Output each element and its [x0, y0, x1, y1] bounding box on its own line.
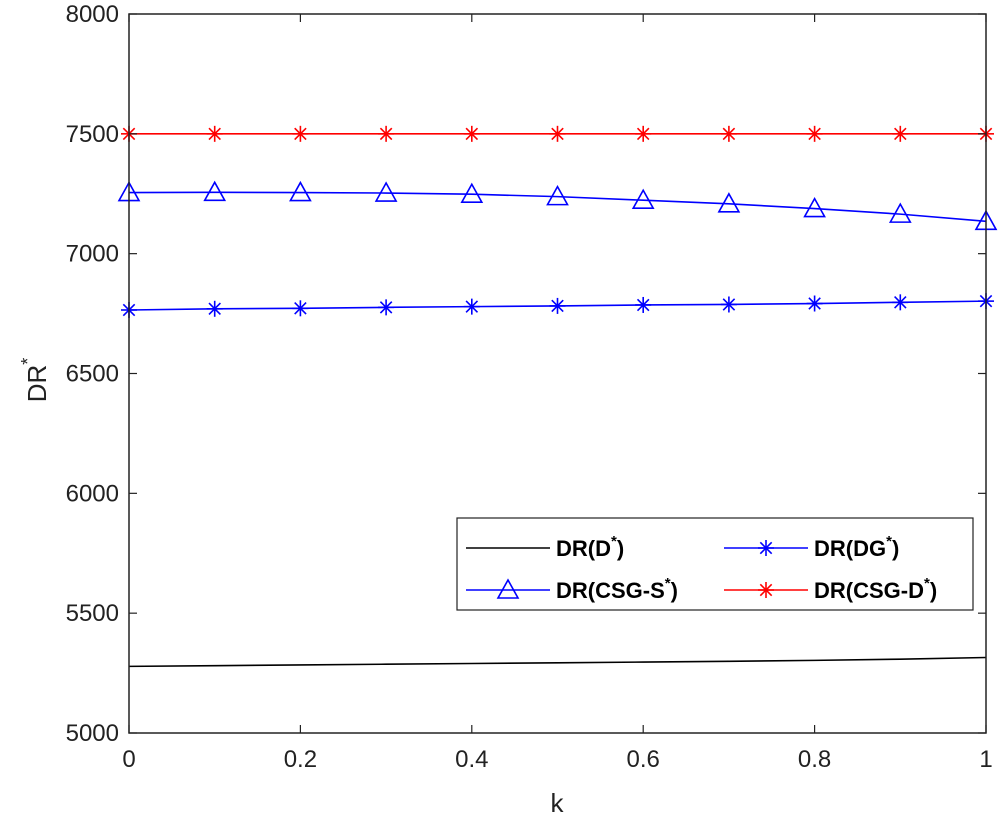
data-point-marker	[463, 298, 480, 315]
y-axis-label-superscript: *	[18, 358, 38, 365]
y-tick-label: 8000	[66, 1, 119, 28]
data-point-marker	[206, 125, 223, 142]
y-tick-label: 6000	[66, 480, 119, 507]
data-point-marker	[717, 192, 741, 213]
data-point-marker	[635, 125, 652, 142]
x-axis-ticks: 0 0.2 0.4 0.6 0.8 1	[122, 14, 993, 773]
legend-label: DR(CSG-D*)	[814, 575, 937, 603]
plot-background	[129, 14, 986, 733]
x-tick-label: 0.2	[284, 746, 317, 773]
series-layer	[117, 125, 998, 668]
data-point-marker	[463, 125, 480, 142]
y-axis-ticks: 5000 5500 6000 6500 7000 7500 8000	[66, 1, 986, 747]
legend-label: DR(DG*)	[814, 533, 899, 561]
y-tick-label: 7000	[66, 241, 119, 268]
data-point-marker	[460, 182, 484, 204]
data-point-marker	[292, 125, 309, 142]
series-line	[128, 191, 987, 223]
x-tick-label: 1	[979, 746, 992, 773]
y-tick-label: 5000	[66, 720, 119, 747]
data-point-marker	[546, 184, 569, 206]
legend-label: DR(D*)	[556, 533, 624, 561]
legend-items: DR(D*) DR(DG*) DR(CSG-S*) DR(CSG-D*)	[466, 533, 937, 603]
legend-marker	[758, 540, 774, 556]
data-point-marker	[720, 125, 737, 142]
x-tick-label: 0.4	[455, 746, 488, 773]
series-0	[128, 656, 987, 668]
data-point-marker	[888, 202, 912, 223]
plot-frame	[128, 13, 987, 734]
legend-item: DR(CSG-S*)	[466, 575, 678, 603]
x-tick-label: 0	[122, 746, 135, 773]
data-point-marker	[803, 196, 826, 218]
legend: DR(D*) DR(DG*) DR(CSG-S*) DR(CSG-D*)	[456, 517, 974, 611]
y-tick-label: 6500	[66, 361, 119, 388]
x-axis-label: k	[551, 788, 565, 818]
y-axis-label-base: DR	[22, 365, 52, 403]
data-point-marker	[374, 181, 398, 202]
data-point-marker	[549, 125, 566, 142]
legend-item: DR(CSG-D*)	[724, 575, 937, 603]
data-point-marker	[720, 296, 737, 313]
data-point-marker	[378, 299, 395, 316]
data-point-marker	[289, 180, 312, 202]
data-point-marker	[549, 297, 566, 314]
x-tick-label: 0.6	[627, 746, 660, 773]
series-line	[128, 656, 987, 668]
data-point-marker	[203, 180, 227, 202]
data-point-marker	[892, 125, 909, 142]
y-axis-label: DR*	[18, 358, 52, 403]
legend-item: DR(DG*)	[724, 533, 899, 561]
data-point-marker	[635, 296, 652, 313]
data-point-marker	[892, 294, 909, 311]
series-1	[121, 293, 994, 318]
data-point-marker	[206, 300, 223, 317]
legend-marker	[496, 578, 520, 599]
legend-item: DR(D*)	[466, 533, 624, 561]
data-point-marker	[806, 125, 823, 142]
y-tick-label: 7500	[66, 121, 119, 148]
legend-label: DR(CSG-S*)	[556, 575, 678, 603]
data-point-marker	[631, 188, 655, 210]
x-tick-label: 0.8	[798, 746, 831, 773]
legend-marker	[758, 582, 774, 598]
data-point-marker	[292, 300, 309, 317]
data-point-marker	[806, 295, 823, 312]
legend-box	[456, 517, 974, 611]
y-tick-label: 5500	[66, 600, 119, 627]
data-point-marker	[378, 125, 395, 142]
